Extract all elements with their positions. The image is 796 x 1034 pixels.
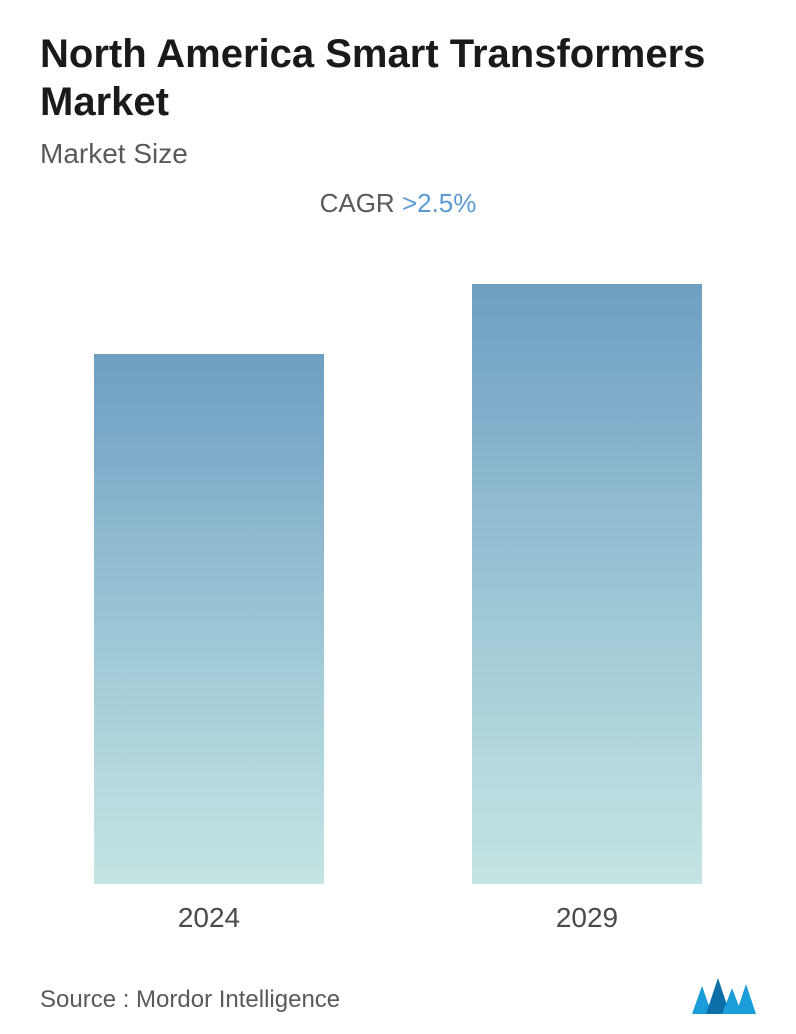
cagr-row: CAGR >2.5% bbox=[40, 188, 756, 219]
source-text: Source : Mordor Intelligence bbox=[40, 986, 340, 1014]
bar-group-1: 2029 bbox=[458, 284, 716, 934]
bar-1 bbox=[472, 284, 702, 884]
bar-label-0: 2024 bbox=[178, 902, 240, 934]
brand-logo-icon bbox=[692, 974, 756, 1014]
chart-area: 2024 2029 bbox=[40, 269, 756, 954]
footer: Source : Mordor Intelligence bbox=[40, 954, 756, 1014]
bar-group-0: 2024 bbox=[80, 354, 338, 934]
chart-container: North America Smart Transformers Market … bbox=[0, 0, 796, 1034]
bar-label-1: 2029 bbox=[556, 902, 618, 934]
cagr-value: >2.5% bbox=[402, 188, 476, 218]
chart-subtitle: Market Size bbox=[40, 138, 756, 170]
cagr-label: CAGR bbox=[320, 188, 402, 218]
bar-0 bbox=[94, 354, 324, 884]
chart-title: North America Smart Transformers Market bbox=[40, 30, 756, 126]
